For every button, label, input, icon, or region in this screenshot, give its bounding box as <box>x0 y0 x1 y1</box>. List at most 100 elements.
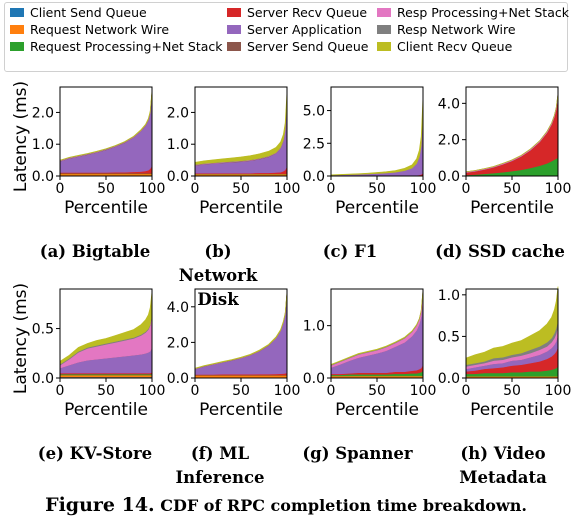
area-series <box>330 110 424 176</box>
legend-item: Client Recv Queue <box>377 40 512 54</box>
legend-item: Server Application <box>227 23 362 37</box>
x-axis-label: Percentile <box>335 400 419 420</box>
x-axis-label: Percentile <box>199 198 283 218</box>
y-tick-label: 0.0 <box>167 169 189 185</box>
subplot-caption: (h) Video Metadata <box>459 444 547 487</box>
x-tick-label: 0 <box>327 383 336 399</box>
y-tick-label: 2.0 <box>167 105 189 121</box>
y-tick-label: 0.0 <box>438 169 460 185</box>
legend-swatch <box>227 25 241 34</box>
y-tick-label: 2.0 <box>167 335 189 351</box>
legend-swatch <box>10 8 24 17</box>
area-series <box>194 375 288 378</box>
legend-item: Resp Network Wire <box>377 23 516 37</box>
x-tick-label: 0 <box>327 181 336 197</box>
subplot-caption: (f) ML Inference <box>175 444 265 487</box>
x-tick-label: 0 <box>462 181 471 197</box>
subplot: 0 50 100 0.0 1.0 2.0 Percentile <box>167 86 301 218</box>
subplot: 0 50 100 0.0 1.0 2.0 Percentile Latency (ms) <box>11 81 165 218</box>
legend-swatch <box>377 25 391 34</box>
figure-label: Figure 14. <box>45 494 155 516</box>
x-tick-label: 100 <box>410 181 437 197</box>
y-axis-label: Latency (ms) <box>11 283 31 394</box>
x-tick-label: 100 <box>410 383 437 399</box>
x-tick-label: 50 <box>503 181 521 197</box>
subplot: 0 50 100 0.0 2.0 4.0 Percentile <box>167 288 301 420</box>
y-tick-label: 1.0 <box>303 319 325 335</box>
area-series <box>194 90 288 165</box>
y-tick-label: 0.0 <box>438 371 460 387</box>
legend-swatch <box>10 42 24 51</box>
x-tick-label: 50 <box>368 181 386 197</box>
x-tick-label: 0 <box>462 383 471 399</box>
x-axis-label: Percentile <box>64 400 148 420</box>
legend-swatch <box>227 42 241 51</box>
y-tick-label: 0.0 <box>303 169 325 185</box>
legend-item: Server Send Queue <box>227 40 368 54</box>
y-tick-label: 2.5 <box>303 136 325 152</box>
y-tick-label: 0.0 <box>32 169 54 185</box>
y-tick-label: 2.0 <box>32 105 54 121</box>
area-series <box>330 95 424 176</box>
x-tick-label: 50 <box>232 383 250 399</box>
subplot-caption: (b) Network Disk <box>178 242 258 309</box>
x-tick-label: 0 <box>191 181 200 197</box>
subplot-caption: (e) KV-Store <box>37 444 153 463</box>
y-tick-label: 0.5 <box>438 329 460 345</box>
y-tick-label: 0.0 <box>167 371 189 387</box>
x-tick-label: 100 <box>545 383 572 399</box>
x-tick-label: 100 <box>139 181 166 197</box>
x-axis-label: Percentile <box>470 400 554 420</box>
legend-item: Request Network Wire <box>10 23 169 37</box>
legend-swatch <box>377 42 391 51</box>
figure-caption: Figure 14. CDF of RPC completion time br… <box>0 494 572 516</box>
chart-legend: Client Send Queue Request Network Wire R… <box>4 2 569 72</box>
x-tick-label: 100 <box>274 383 301 399</box>
area-series <box>330 110 424 176</box>
x-axis-label: Percentile <box>335 198 419 218</box>
y-tick-label: 4.0 <box>438 96 460 112</box>
legend-swatch <box>227 8 241 17</box>
area-series <box>330 110 424 176</box>
x-tick-label: 0 <box>56 383 65 399</box>
x-tick-label: 0 <box>191 383 200 399</box>
legend-item: Resp Processing+Net Stack <box>377 6 569 20</box>
x-tick-label: 100 <box>545 181 572 197</box>
subplot: 0 50 100 0.0 0.5 Percentile Latency (ms) <box>11 283 165 420</box>
legend-item: Server Recv Queue <box>227 6 367 20</box>
x-tick-label: 50 <box>232 181 250 197</box>
x-tick-label: 100 <box>274 181 301 197</box>
y-tick-label: 0.0 <box>303 371 325 387</box>
y-tick-label: 1.0 <box>32 137 54 153</box>
subplot-caption: (g) Spanner <box>302 444 413 463</box>
x-tick-label: 100 <box>139 383 166 399</box>
legend-swatch <box>377 8 391 17</box>
y-axis-label: Latency (ms) <box>11 81 31 192</box>
subplot-caption: (c) F1 <box>322 242 378 261</box>
y-tick-label: 0.5 <box>32 322 54 338</box>
legend-swatch <box>10 25 24 34</box>
x-axis-label: Percentile <box>199 400 283 420</box>
y-tick-label: 2.0 <box>438 133 460 149</box>
subplot: 0 50 100 0.0 2.5 5.0 Percentile <box>303 86 437 218</box>
x-axis-label: Percentile <box>64 198 148 218</box>
x-tick-label: 50 <box>368 383 386 399</box>
y-tick-label: 4.0 <box>167 300 189 316</box>
plot-frame <box>330 86 424 177</box>
x-tick-label: 50 <box>97 383 115 399</box>
subplot: 0 50 100 0.0 1.0 Percentile <box>303 288 437 420</box>
x-tick-label: 50 <box>97 181 115 197</box>
subplot-caption: (a) Bigtable <box>39 242 151 261</box>
legend-item: Request Processing+Net Stack <box>10 40 223 54</box>
y-tick-label: 1.0 <box>167 137 189 153</box>
x-axis-label: Percentile <box>470 198 554 218</box>
subplot: 0 50 100 0.0 0.5 1.0 Percentile <box>438 286 572 420</box>
y-tick-label: 0.0 <box>32 371 54 387</box>
y-tick-label: 5.0 <box>303 104 325 120</box>
subplot-caption: (d) SSD cache <box>435 242 565 261</box>
y-tick-label: 1.0 <box>438 288 460 304</box>
legend-item: Client Send Queue <box>10 6 147 20</box>
area-series <box>330 110 424 176</box>
subplot: 0 50 100 0.0 2.0 4.0 Percentile <box>438 86 572 218</box>
